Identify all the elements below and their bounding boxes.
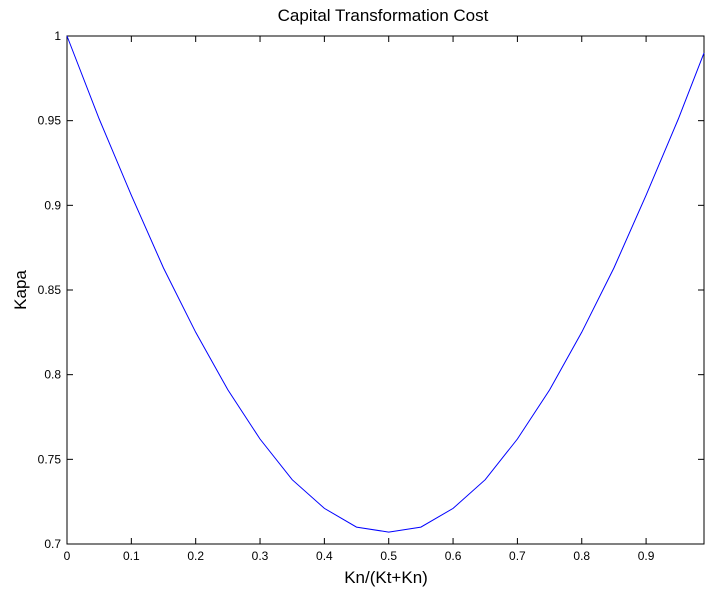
x-tick-label: 0.7 bbox=[509, 549, 526, 563]
x-axis: 0 0.1 0.2 0.3 0.4 0.5 0.6 0.7 0.8 0.9 bbox=[64, 36, 655, 563]
x-tick-label: 0.2 bbox=[187, 549, 204, 563]
chart-title: Capital Transformation Cost bbox=[278, 6, 489, 25]
plot-area-frame bbox=[66, 35, 705, 545]
x-tick-label: 0.6 bbox=[445, 549, 462, 563]
y-axis: 0.7 0.75 0.8 0.85 0.9 0.95 1 bbox=[38, 29, 704, 551]
x-axis-title: Kn/(Kt+Kn) bbox=[344, 568, 428, 587]
y-tick-label: 0.7 bbox=[44, 537, 61, 551]
y-tick-label: 1 bbox=[54, 29, 61, 43]
x-tick-label: 0.4 bbox=[316, 549, 333, 563]
x-tick-label: 0.5 bbox=[380, 549, 397, 563]
y-tick-label: 0.75 bbox=[38, 452, 62, 466]
series-line bbox=[66, 35, 705, 533]
x-tick-label: 0 bbox=[64, 549, 71, 563]
y-tick-label: 0.8 bbox=[44, 368, 61, 382]
y-tick-label: 0.9 bbox=[44, 198, 61, 212]
y-tick-label: 0.85 bbox=[38, 283, 62, 297]
x-tick-label: 0.8 bbox=[573, 549, 590, 563]
x-tick-label: 0.9 bbox=[638, 549, 655, 563]
y-axis-title: Kapa bbox=[11, 270, 30, 310]
y-tick-label: 0.95 bbox=[38, 114, 62, 128]
x-tick-label: 0.1 bbox=[123, 549, 140, 563]
x-tick-label: 0.3 bbox=[252, 549, 269, 563]
